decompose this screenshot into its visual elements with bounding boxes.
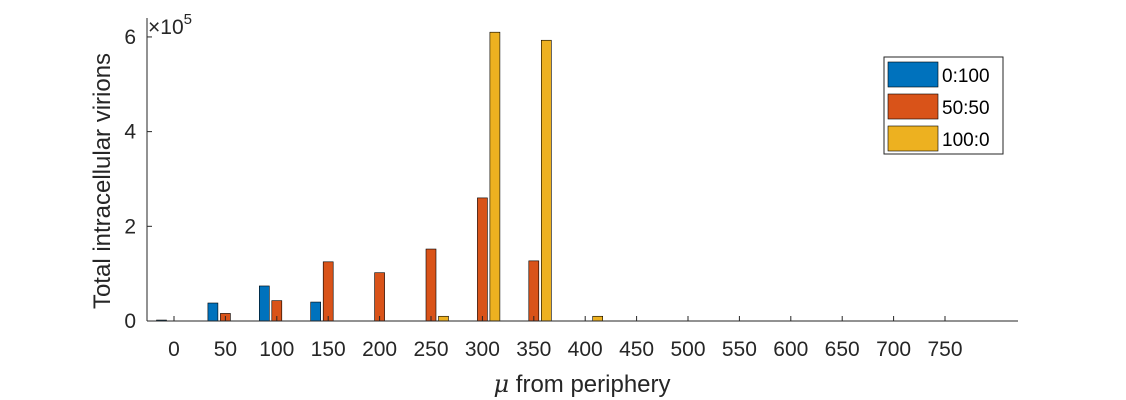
legend-label-0-100: 0:100 <box>942 66 990 87</box>
x-tick-label: 300 <box>465 338 500 361</box>
bar-100-0-400 <box>592 315 604 322</box>
y-axis-title: Total intracellular virions <box>89 53 116 309</box>
y-tick-label: 2 <box>124 215 136 238</box>
legend-swatch-50-50 <box>887 93 939 120</box>
x-tick-label: 700 <box>876 338 911 361</box>
x-tick-label: 100 <box>259 338 294 361</box>
bar-0-100-100 <box>258 285 270 322</box>
legend: 0:100 50:50 100:0 <box>883 56 1004 155</box>
bar-50-50-300 <box>477 197 488 322</box>
x-tick-label: 650 <box>825 338 860 361</box>
x-tick-label: 450 <box>619 338 654 361</box>
x-tick-label: 550 <box>722 338 757 361</box>
bar-0-100-50 <box>207 302 219 322</box>
x-tick-label: 500 <box>670 338 705 361</box>
x-tick-label: 50 <box>214 338 237 361</box>
x-ticks-group: 0 50 100 150 200 250 300 350 400 450 500 550 600 650 7… <box>168 316 963 361</box>
plot-area: 0 50 100 150 200 250 300 350 400 450 500 550 600 650 7… <box>124 18 1018 361</box>
y-exponent-label: ×105 <box>148 11 192 39</box>
legend-swatch-0-100 <box>887 61 939 88</box>
x-tick-label: 400 <box>568 338 603 361</box>
bar-100-0-300 <box>489 31 501 322</box>
x-tick-label: 600 <box>773 338 808 361</box>
y-tick-label: 0 <box>124 310 136 333</box>
legend-label-100-0: 100:0 <box>942 130 990 151</box>
bar-50-50-200 <box>374 272 385 322</box>
legend-swatch-100-0 <box>887 125 939 152</box>
x-tick-label: 150 <box>311 338 346 361</box>
x-tick-label: 200 <box>362 338 397 361</box>
y-tick-label: 4 <box>124 121 136 144</box>
x-tick-label: 0 <box>168 338 180 361</box>
bar-50-50-350 <box>528 260 540 322</box>
x-tick-label: 350 <box>516 338 551 361</box>
legend-label-50-50: 50:50 <box>942 98 990 119</box>
y-tick-label: 6 <box>124 26 136 49</box>
x-tick-label: 250 <box>413 338 448 361</box>
bar-100-0-250 <box>438 315 449 322</box>
bar-50-50-250 <box>425 248 437 322</box>
x-axis-title: μ from periphery <box>494 370 671 398</box>
axes-box <box>147 18 1018 321</box>
bar-0-100-150 <box>310 301 322 322</box>
y-ticks-group: 0 2 4 6 <box>124 26 152 333</box>
x-tick-label: 750 <box>927 338 962 361</box>
bar-100-0-350 <box>540 39 552 322</box>
bar-50-50-150 <box>322 261 334 322</box>
